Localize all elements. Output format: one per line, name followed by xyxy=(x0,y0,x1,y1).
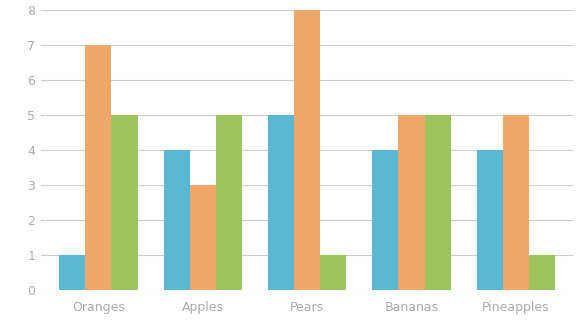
Bar xyxy=(294,10,320,290)
Bar xyxy=(503,115,529,290)
Bar xyxy=(529,255,555,290)
Bar xyxy=(268,115,294,290)
Bar xyxy=(425,115,450,290)
Bar xyxy=(216,115,242,290)
Bar xyxy=(190,185,216,290)
Bar xyxy=(111,115,137,290)
Bar xyxy=(164,150,190,290)
Bar xyxy=(59,255,85,290)
Bar xyxy=(320,255,346,290)
Bar xyxy=(398,115,425,290)
Bar xyxy=(85,45,111,290)
Bar xyxy=(477,150,503,290)
Bar xyxy=(373,150,398,290)
